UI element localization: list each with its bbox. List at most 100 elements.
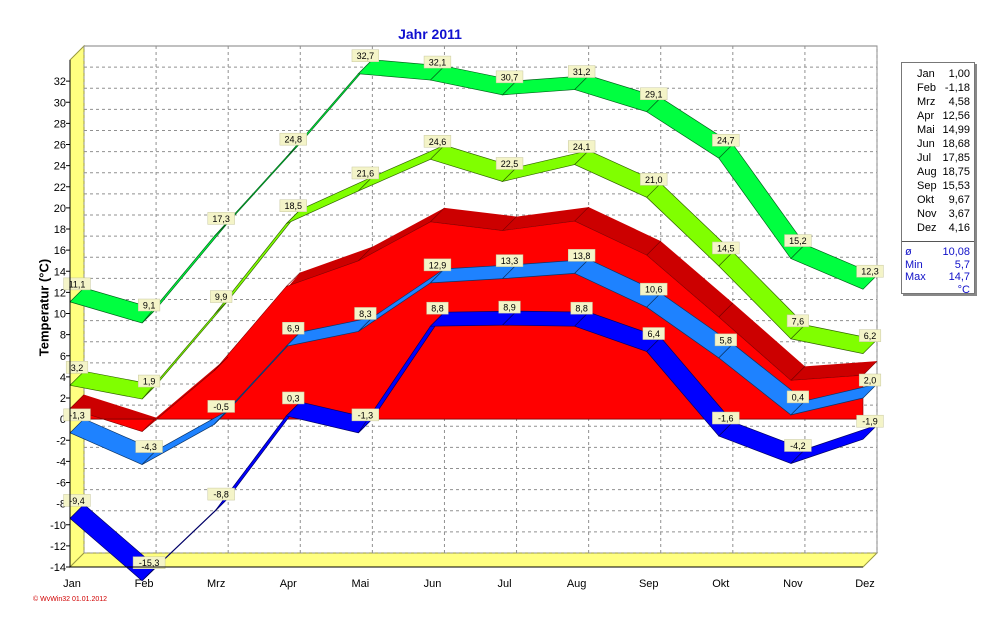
panel-divider — [902, 241, 974, 242]
panel-month-label: Dez — [917, 222, 937, 234]
data-label-box — [495, 157, 524, 170]
data-label-box — [207, 212, 235, 225]
y-tick-label: -12 — [50, 541, 66, 553]
panel-stat-0: ø 10,08 — [902, 246, 974, 259]
panel-month-label: Feb — [917, 82, 936, 94]
mean-area-top — [70, 207, 877, 432]
panel-month-label: Jun — [917, 138, 935, 150]
y-tick-label: -10 — [50, 520, 66, 532]
data-label-box — [570, 301, 593, 315]
panel-stat-label: Max — [905, 271, 926, 283]
panel-row-sep: Sep 15,53 — [902, 179, 974, 193]
data-label-max_abs: 12,3 — [861, 267, 879, 277]
x-tick-label-apr: Apr — [280, 578, 297, 590]
data-label-min_abs: 6,4 — [647, 329, 660, 339]
panel-row-mai: Mai 14,99 — [902, 123, 974, 137]
data-label-box — [282, 391, 305, 405]
panel-stat-value: 10,08 — [942, 246, 970, 258]
data-label-box — [495, 70, 524, 84]
panel-row-feb: Feb -1,18 — [902, 81, 974, 95]
data-label-min_abs: -8,8 — [213, 490, 229, 500]
data-label-max_abs: 32,1 — [429, 58, 447, 68]
data-label-min_mean: 6,9 — [287, 324, 300, 334]
y-tick-label: 18 — [54, 224, 66, 236]
x-tick-label-aug: Aug — [567, 578, 587, 590]
y-tick-label: 32 — [54, 76, 66, 88]
y-tick-label: -4 — [56, 456, 66, 468]
data-label-max_abs: 24,7 — [717, 136, 735, 146]
y-tick-label: 22 — [54, 182, 66, 194]
data-label-min_mean: 5,8 — [720, 335, 733, 345]
panel-stat-value: 5,7 — [954, 258, 970, 271]
data-label-max_mean: 21,6 — [357, 168, 375, 178]
panel-month-value: 18,75 — [942, 166, 970, 178]
y-tick-label: -2 — [56, 435, 66, 447]
mean-area-edge — [502, 216, 517, 231]
data-label-box — [714, 333, 737, 347]
data-label-min_abs: 8,8 — [575, 304, 588, 314]
data-label-box — [65, 361, 89, 374]
data-label-box — [784, 234, 812, 247]
data-label-min_mean: 12,9 — [429, 260, 447, 270]
monthly-means-panel: Jan 1,00 Feb -1,18 Mrz 4,58 Apr 12,56 Mai 14,99 Ju… — [901, 62, 975, 296]
plot-floor — [68, 552, 879, 568]
y-tick-label: 24 — [54, 161, 66, 173]
data-label-max_mean: 3,2 — [71, 363, 84, 373]
data-label-box — [135, 440, 163, 453]
y-tick-label: 16 — [54, 245, 66, 257]
panel-row-nov: Nov 3,67 — [902, 207, 974, 221]
panel-row-dez: Dez 4,16 — [902, 221, 974, 235]
data-label-min_abs: -1,6 — [718, 414, 734, 424]
data-label-box — [132, 556, 166, 569]
data-label-max_abs: 30,7 — [501, 72, 519, 82]
panel-month-value: 1,00 — [948, 68, 970, 80]
x-tick-label-mrz: Mrz — [207, 578, 225, 590]
panel-month-label: Jan — [917, 68, 935, 80]
data-label-min_abs: -15,3 — [139, 558, 160, 568]
data-label-max_mean: 7,6 — [792, 316, 805, 326]
panel-row-mrz: Mrz 4,58 — [902, 95, 974, 109]
data-label-min_mean: -1,3 — [69, 410, 85, 420]
data-label-box — [351, 408, 380, 422]
data-label-box — [567, 249, 596, 262]
y-tick-label: 12 — [54, 287, 66, 299]
data-label-box — [423, 55, 452, 69]
panel-stat-1: Min 5,7 — [902, 259, 974, 272]
x-tick-label-sep: Sep — [639, 578, 659, 590]
y-tick-label: 6 — [60, 351, 66, 363]
mean-area-edge — [69, 394, 85, 409]
panel-month-label: Mai — [917, 124, 935, 136]
data-label-box — [279, 132, 307, 146]
data-label-box — [712, 241, 740, 255]
data-label-max_abs: 9,1 — [143, 301, 156, 311]
mean-area-edge — [574, 206, 589, 222]
data-label-box — [640, 173, 668, 186]
data-label-max_abs: 11,1 — [69, 279, 86, 289]
mean-area-edge — [862, 360, 878, 376]
data-label-max_mean: 24,6 — [429, 137, 447, 147]
mean-area-edge — [646, 240, 661, 256]
data-label-min_abs: -1,3 — [358, 410, 374, 420]
data-label-min_mean: -0,5 — [213, 402, 229, 412]
mean-area-edge — [358, 246, 373, 262]
panel-stat-2: Max 14,7 — [902, 271, 974, 284]
data-label-max_abs: 29,1 — [645, 89, 663, 99]
data-label-box — [423, 135, 452, 148]
data-label-box — [858, 373, 882, 387]
data-label-box — [856, 264, 884, 278]
data-label-box — [495, 254, 524, 267]
y-tick-label: 28 — [54, 118, 66, 130]
panel-month-value: 12,56 — [942, 110, 970, 122]
footer-copyright: © WvWin32 01.01.2012 — [33, 596, 108, 603]
panel-row-apr: Apr 12,56 — [902, 109, 974, 123]
data-label-box — [207, 400, 235, 413]
panel-month-label: Aug — [917, 166, 937, 178]
panel-unit: °C — [957, 283, 970, 296]
panel-month-value: 18,68 — [942, 138, 970, 150]
data-label-min_mean: 13,8 — [573, 251, 591, 261]
data-label-box — [567, 65, 596, 78]
y-tick-label: 10 — [54, 309, 66, 321]
panel-row-jun: Jun 18,68 — [902, 137, 974, 151]
data-label-max_mean: 22,5 — [501, 159, 519, 169]
panel-month-value: 4,58 — [948, 96, 970, 108]
